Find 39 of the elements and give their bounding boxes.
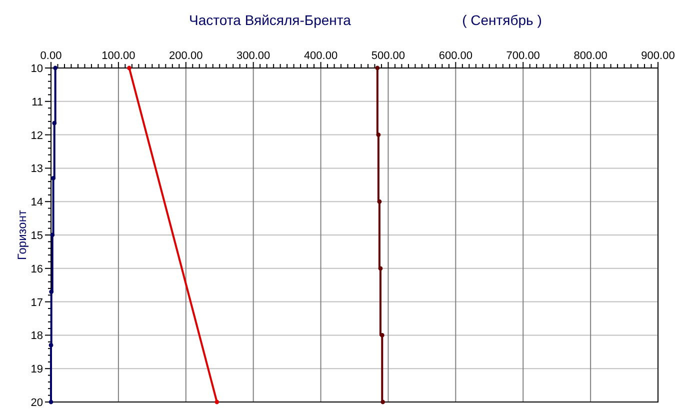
point [375,66,380,70]
x-tick-label: 800.00 [574,50,608,62]
y-tick-label: 15 [30,230,43,242]
y-axis-title: Горизонт [15,210,29,260]
y-tick-label: 10 [30,63,43,75]
x-tick-label: 700.00 [506,50,540,62]
point [52,120,57,126]
y-tick-label: 19 [30,364,43,376]
point [127,66,132,70]
point [380,400,386,404]
x-tick-label: 900.00 [641,50,675,62]
y-tick-label: 16 [30,263,43,276]
point [376,132,381,137]
chart-title: Частота Вяйсяля-Брента [189,12,352,28]
point [378,266,383,271]
point [214,400,220,404]
y-tick-label: 14 [30,196,43,209]
y-tick-label: 12 [30,130,43,142]
x-tick-label: 200.00 [169,50,203,62]
x-tick-label: 300.00 [236,50,270,62]
y-tick-label: 18 [30,330,43,342]
point [380,333,384,338]
y-tick-label: 20 [30,397,43,409]
x-tick-label: 600.00 [438,50,472,62]
y-tick-label: 11 [32,96,43,108]
x-tick-label: 0.00 [40,50,62,62]
point [53,66,58,70]
point [50,232,55,238]
point [377,199,382,204]
point [48,343,54,348]
chart-subtitle: ( Сентябрь ) [462,12,542,28]
x-tick-label: 100.00 [102,50,136,62]
point [49,290,54,294]
y-tick-label: 13 [30,163,43,176]
x-tick-label: 400.00 [304,50,338,62]
point [51,176,56,180]
point [48,400,54,404]
x-tick-label: 500.00 [371,50,406,62]
y-tick-label: 17 [30,296,43,309]
